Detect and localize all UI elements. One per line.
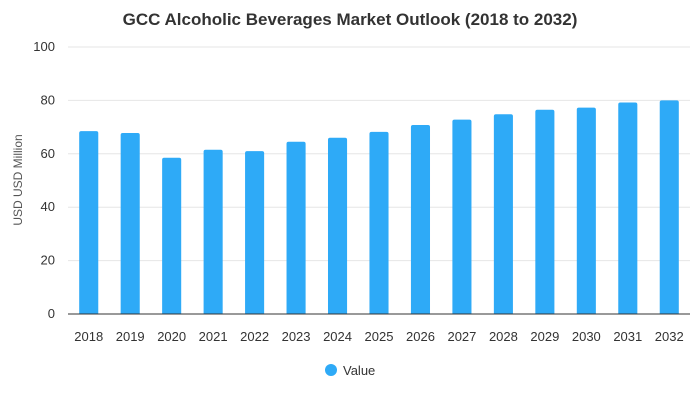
x-tick-label: 2025 bbox=[365, 329, 394, 344]
x-tick-label: 2028 bbox=[489, 329, 518, 344]
bar-2026[interactable] bbox=[410, 124, 431, 315]
x-tick-label: 2020 bbox=[157, 329, 186, 344]
x-tick-label: 2022 bbox=[240, 329, 269, 344]
x-tick-label: 2021 bbox=[199, 329, 228, 344]
y-tick-label: 40 bbox=[41, 199, 55, 214]
y-tick-label: 60 bbox=[41, 146, 55, 161]
x-tick-label: 2018 bbox=[74, 329, 103, 344]
bar-2031[interactable] bbox=[618, 102, 638, 314]
x-tick-label: 2027 bbox=[447, 329, 476, 344]
x-tick-label: 2032 bbox=[655, 329, 684, 344]
y-tick-label: 0 bbox=[48, 306, 55, 321]
bar-2027[interactable] bbox=[452, 119, 472, 315]
bar-2019[interactable] bbox=[120, 132, 140, 314]
chart-title: GCC Alcoholic Beverages Market Outlook (… bbox=[123, 10, 578, 29]
legend-swatch bbox=[325, 364, 337, 376]
x-tick-label: 2023 bbox=[282, 329, 311, 344]
bar-2023[interactable] bbox=[286, 141, 306, 314]
legend[interactable]: Value bbox=[325, 363, 375, 378]
bar-2030[interactable] bbox=[576, 107, 596, 314]
bar-2025[interactable] bbox=[369, 131, 389, 314]
x-tick-label: 2024 bbox=[323, 329, 352, 344]
y-tick-label: 20 bbox=[41, 253, 55, 268]
y-axis-ticks: 0 20 40 60 80 100 bbox=[33, 39, 55, 321]
y-tick-label: 80 bbox=[41, 92, 55, 107]
legend-label: Value bbox=[343, 363, 375, 378]
bar-2021[interactable] bbox=[203, 149, 223, 314]
bar-2024[interactable] bbox=[327, 137, 348, 314]
bar-2028[interactable] bbox=[493, 114, 513, 314]
bar-2032[interactable] bbox=[659, 100, 679, 315]
bar-2018[interactable] bbox=[79, 131, 99, 314]
bar-2020[interactable] bbox=[162, 157, 182, 314]
bars bbox=[79, 100, 679, 315]
y-axis-label: USD USD Million bbox=[11, 134, 25, 225]
x-tick-label: 2029 bbox=[530, 329, 559, 344]
bar-2029[interactable] bbox=[535, 109, 555, 315]
x-tick-label: 2019 bbox=[116, 329, 145, 344]
y-tick-label: 100 bbox=[33, 39, 55, 54]
bar-2022[interactable] bbox=[245, 151, 265, 314]
x-tick-label: 2030 bbox=[572, 329, 601, 344]
x-tick-label: 2026 bbox=[406, 329, 435, 344]
x-tick-label: 2031 bbox=[613, 329, 642, 344]
x-axis-ticks: 2018 2019 2020 2021 2022 2023 2024 2025 2026 2027… bbox=[74, 329, 683, 344]
